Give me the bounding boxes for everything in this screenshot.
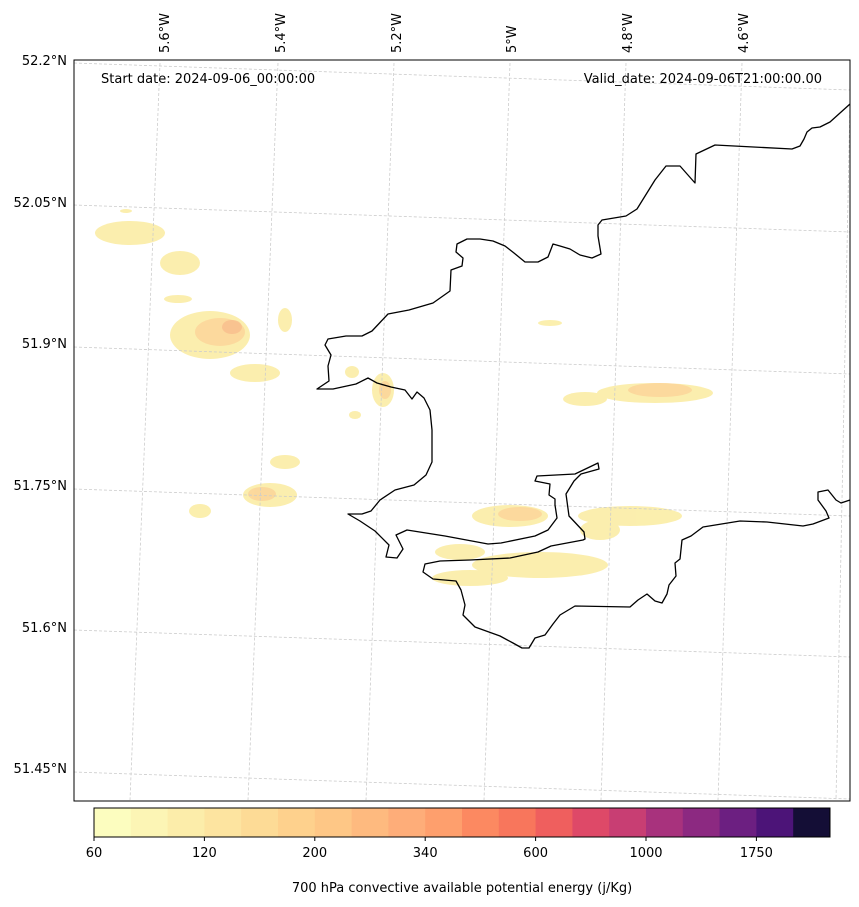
lon-label: 4.6°W <box>737 13 752 53</box>
lon-label: 5.6°W <box>158 13 173 53</box>
lat-label: 51.6°N <box>22 621 67 636</box>
colorbar-swatch <box>609 808 647 837</box>
start-date-label: Start date: 2024-09-06_00:00:00 <box>101 72 315 87</box>
colorbar-ticks: 60 120 200 340 600 1000 1750 <box>86 837 773 861</box>
colorbar-swatch <box>719 808 757 837</box>
lon-label: 5.4°W <box>274 13 289 53</box>
colorbar-tick-label: 120 <box>192 846 217 861</box>
colorbar-swatch <box>462 808 500 837</box>
colorbar-swatch <box>498 808 537 837</box>
colorbar-tick-label: 1000 <box>629 846 662 861</box>
longitude-labels: 5.6°W 5.4°W 5.2°W 5°W 4.8°W 4.6°W <box>158 13 752 53</box>
colorbar-swatch <box>388 808 426 837</box>
colorbar-swatch <box>130 808 169 837</box>
lat-label: 51.75°N <box>14 479 67 494</box>
colorbar-swatch <box>425 808 463 837</box>
colorbar-swatch <box>572 808 610 837</box>
colorbar-tick-label: 200 <box>302 846 327 861</box>
lon-label: 5°W <box>505 25 520 53</box>
colorbar-swatch <box>682 808 721 837</box>
colorbar-swatch <box>535 808 573 837</box>
lat-label: 51.45°N <box>14 762 67 777</box>
latitude-labels: 52.2°N 52.05°N 51.9°N 51.75°N 51.6°N 51.… <box>14 54 67 777</box>
colorbar-swatch <box>793 808 831 837</box>
colorbar-swatch <box>241 808 279 837</box>
lon-label: 4.8°W <box>621 13 636 53</box>
colorbar-swatch <box>94 808 132 837</box>
colorbar-swatch <box>646 808 684 837</box>
colorbar-swatch <box>756 808 794 837</box>
lon-label: 5.2°W <box>390 13 405 53</box>
valid-date-label: Valid_date: 2024-09-06T21:00:00.00 <box>584 72 822 87</box>
lat-label: 52.05°N <box>14 196 67 211</box>
lat-label: 52.2°N <box>22 54 67 69</box>
colorbar-swatch <box>351 808 389 837</box>
graticule <box>73 62 851 801</box>
lat-label: 51.9°N <box>22 337 67 352</box>
colorbar-swatch <box>167 808 205 837</box>
colorbar-tick-label: 340 <box>413 846 438 861</box>
colorbar-label: 700 hPa convective available potential e… <box>292 881 632 896</box>
coastline <box>316 103 851 649</box>
colorbar-swatch <box>204 808 242 837</box>
colorbar-swatch <box>314 808 353 837</box>
colorbar-tick-label: 600 <box>523 846 548 861</box>
cape-contours <box>95 209 713 586</box>
colorbar-frame <box>93 807 831 838</box>
colorbar-swatch <box>278 808 316 837</box>
colorbar <box>94 808 831 837</box>
colorbar-tick-label: 1750 <box>740 846 773 861</box>
map-frame <box>73 59 851 802</box>
colorbar-tick-label: 60 <box>86 846 103 861</box>
